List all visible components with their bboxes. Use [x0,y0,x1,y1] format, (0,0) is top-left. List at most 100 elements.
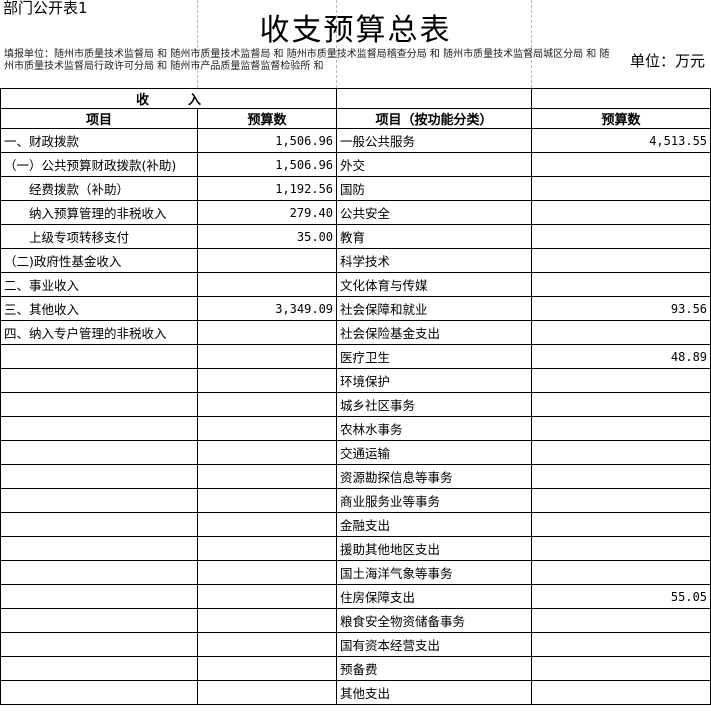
expense-amount[interactable] [531,656,711,681]
income-amount[interactable]: 3,349.09 [196,296,338,321]
income-item[interactable] [0,584,198,609]
expense-item[interactable]: 预备费 [336,656,533,681]
income-amount[interactable]: 35.00 [196,224,338,249]
income-item[interactable]: 上级专项转移支付 [0,224,198,249]
expense-item[interactable]: 城乡社区事务 [336,392,533,417]
expense-item[interactable]: 公共安全 [336,200,533,225]
expense-amount[interactable] [531,224,711,249]
expense-amount[interactable] [531,200,711,225]
income-amount[interactable] [196,272,338,297]
expense-amount[interactable] [531,560,711,585]
table-row: 四、纳入专户管理的非税收入 社会保险基金支出 [0,320,711,345]
income-amount[interactable] [196,368,338,393]
income-amount[interactable] [196,416,338,441]
expense-amount[interactable]: 55.05 [531,584,711,609]
income-amount[interactable] [196,632,338,657]
income-item[interactable] [0,680,198,705]
expense-item[interactable]: 其他支出 [336,680,533,705]
income-amount[interactable] [196,320,338,345]
expense-amount[interactable] [531,320,711,345]
expense-item[interactable]: 文化体育与传媒 [336,272,533,297]
expense-item[interactable]: 社会保险基金支出 [336,320,533,345]
expense-amount[interactable] [531,608,711,633]
expense-item[interactable]: 交通运输 [336,440,533,465]
expense-amount[interactable] [531,248,711,273]
income-amount[interactable]: 279.40 [196,200,338,225]
expense-item[interactable]: 社会保障和就业 [336,296,533,321]
expense-amount[interactable]: 4,513.55 [531,128,711,153]
income-item[interactable]: 经费拨款（补助） [0,176,198,201]
expense-item[interactable]: 环境保护 [336,368,533,393]
expense-item[interactable]: 商业服务业等事务 [336,488,533,513]
expense-amount[interactable] [531,512,711,537]
income-item[interactable] [0,464,198,489]
income-amount[interactable] [196,536,338,561]
expense-item[interactable]: 医疗卫生 [336,344,533,369]
expense-amount[interactable] [531,680,711,705]
expense-amount[interactable] [531,272,711,297]
income-amount[interactable] [196,344,338,369]
income-amount[interactable] [196,584,338,609]
income-amount[interactable] [196,440,338,465]
income-amount[interactable] [196,488,338,513]
income-item[interactable] [0,344,198,369]
expense-amount[interactable] [531,416,711,441]
income-item[interactable]: 三、其他收入 [0,296,198,321]
income-item[interactable] [0,440,198,465]
expense-amount[interactable]: 93.56 [531,296,711,321]
expense-amount[interactable] [531,176,711,201]
income-item[interactable]: 一、财政拨款 [0,128,198,153]
col-header-budget: 预算数 [196,108,338,129]
expense-amount[interactable] [531,536,711,561]
expense-item[interactable]: 外交 [336,152,533,177]
expense-amount[interactable] [531,464,711,489]
expense-amount[interactable] [531,488,711,513]
expense-item[interactable]: 粮食安全物资储备事务 [336,608,533,633]
form-number: 部门公开表1 [3,0,88,17]
expense-item[interactable]: 一般公共服务 [336,128,533,153]
income-item[interactable]: 二、事业收入 [0,272,198,297]
income-amount[interactable] [196,392,338,417]
income-item[interactable] [0,632,198,657]
income-item[interactable]: 纳入预算管理的非税收入 [0,200,198,225]
income-item[interactable] [0,512,198,537]
income-amount[interactable] [196,560,338,585]
income-item[interactable] [0,488,198,513]
income-amount[interactable] [196,248,338,273]
income-amount[interactable]: 1,506.96 [196,128,338,153]
income-item[interactable]: 四、纳入专户管理的非税收入 [0,320,198,345]
income-item[interactable] [0,656,198,681]
expense-item[interactable]: 住房保障支出 [336,584,533,609]
income-amount[interactable] [196,656,338,681]
expense-item[interactable]: 教育 [336,224,533,249]
income-amount[interactable] [196,680,338,705]
expense-item[interactable]: 援助其他地区支出 [336,536,533,561]
income-item[interactable] [0,416,198,441]
expense-item[interactable]: 科学技术 [336,248,533,273]
income-item[interactable] [0,536,198,561]
income-item[interactable] [0,560,198,585]
expense-item[interactable]: 国有资本经营支出 [336,632,533,657]
expense-amount[interactable] [531,368,711,393]
expense-item[interactable]: 国土海洋气象等事务 [336,560,533,585]
income-amount[interactable]: 1,192.56 [196,176,338,201]
income-item[interactable]: （一）公共预算财政拨款(补助) [0,152,198,177]
table-row: 经费拨款（补助） 1,192.56 国防 [0,176,711,201]
expense-item[interactable]: 资源勘探信息等事务 [336,464,533,489]
expense-amount[interactable] [531,392,711,417]
expense-item[interactable]: 农林水事务 [336,416,533,441]
expense-amount[interactable] [531,152,711,177]
expense-amount[interactable] [531,632,711,657]
expense-amount[interactable] [531,440,711,465]
expense-item[interactable]: 金融支出 [336,512,533,537]
income-amount[interactable] [196,512,338,537]
income-amount[interactable] [196,464,338,489]
income-item[interactable] [0,368,198,393]
income-item[interactable]: （二)政府性基金收入 [0,248,198,273]
income-item[interactable] [0,392,198,417]
income-amount[interactable] [196,608,338,633]
income-amount[interactable]: 1,506.96 [196,152,338,177]
expense-item[interactable]: 国防 [336,176,533,201]
expense-amount[interactable]: 48.89 [531,344,711,369]
income-item[interactable] [0,608,198,633]
